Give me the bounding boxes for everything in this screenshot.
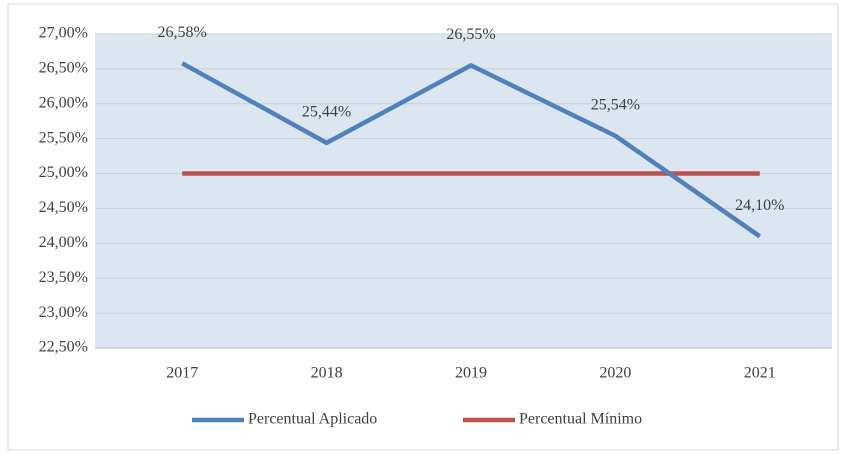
y-tick-label: 25,50% [39,129,88,146]
y-tick-label: 24,50% [39,199,88,216]
y-tick-label: 23,00% [39,304,88,321]
x-tick-label: 2019 [455,365,487,382]
data-label: 25,44% [302,104,351,121]
y-tick-label: 24,00% [39,234,88,251]
y-tick-label: 26,50% [39,60,88,77]
y-tick-label: 27,00% [39,25,88,42]
y-tick-label: 25,00% [39,164,88,181]
x-tick-label: 2021 [744,365,776,382]
series-line [181,61,762,239]
y-tick-label: 23,50% [39,269,88,286]
x-tick-label: 2017 [166,365,198,382]
plot-area [95,34,832,348]
y-tick-label: 22,50% [39,339,88,356]
x-tick-label: 2020 [599,365,631,382]
x-tick-label: 2018 [311,365,343,382]
data-label: 26,55% [446,26,495,43]
data-label: 25,54% [591,97,640,114]
legend-label: Percentual Aplicado [248,411,377,428]
y-tick-label: 26,00% [39,94,88,111]
legend-label: Percentual Mínimo [519,411,642,428]
data-label: 24,10% [735,197,784,214]
data-label: 26,58% [158,24,207,41]
